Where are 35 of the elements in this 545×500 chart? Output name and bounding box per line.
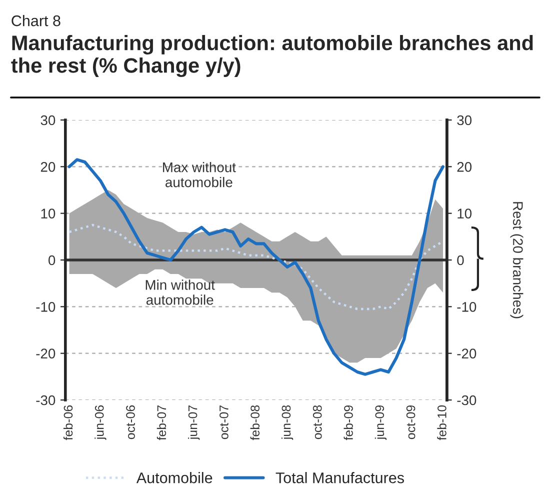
y2-axis-title: Rest (20 branches) bbox=[510, 202, 524, 318]
x-tick-label: oct-06 bbox=[126, 405, 135, 440]
x-tick-label: oct-08 bbox=[312, 405, 322, 440]
y-tick-label: -10 bbox=[36, 302, 56, 312]
y-tick-label: -30 bbox=[36, 395, 56, 406]
x-tick-label: jun-08 bbox=[281, 405, 294, 440]
y2-tick-label: 20 bbox=[457, 162, 472, 172]
x-tick-label: jun-07 bbox=[188, 405, 200, 440]
annotation: Min without automobile bbox=[146, 280, 215, 305]
x-tick-label: jun-06 bbox=[94, 405, 106, 440]
y2-tick-label: 0 bbox=[457, 255, 464, 266]
y2-tick-label: -10 bbox=[457, 302, 476, 312]
y-tick-label: 30 bbox=[40, 115, 56, 126]
x-tick-label: feb-08 bbox=[250, 405, 260, 440]
x-tick-label: feb-06 bbox=[63, 405, 73, 440]
y-tick-label: 10 bbox=[41, 208, 56, 219]
y2-tick-label: -30 bbox=[457, 395, 476, 406]
x-tick-label: oct-09 bbox=[406, 405, 416, 440]
legend-label: Automobile bbox=[136, 472, 212, 484]
chart-title: Manufacturing production: automobile branches and the rest (% Change y/y) bbox=[11, 35, 533, 78]
x-tick-label: feb-10 bbox=[437, 405, 446, 440]
y-tick-label: -20 bbox=[36, 348, 56, 359]
x-tick-label: oct-07 bbox=[220, 405, 228, 440]
annotation: Max without automobile bbox=[163, 162, 236, 188]
legend-label: Total Manufactures bbox=[276, 472, 404, 484]
y-tick-label: 20 bbox=[40, 162, 56, 172]
y2-tick-label: -20 bbox=[457, 348, 476, 359]
x-tick-label: jun-09 bbox=[374, 405, 387, 440]
x-tick-label: feb-09 bbox=[344, 405, 353, 440]
y-tick-label: 0 bbox=[48, 255, 56, 266]
x-tick-label: feb-07 bbox=[156, 405, 166, 440]
y2-tick-label: 30 bbox=[457, 115, 472, 126]
y2-tick-label: 10 bbox=[458, 208, 472, 219]
chart-subtitle: Chart 8 bbox=[12, 15, 60, 26]
line-series bbox=[68, 158, 445, 376]
